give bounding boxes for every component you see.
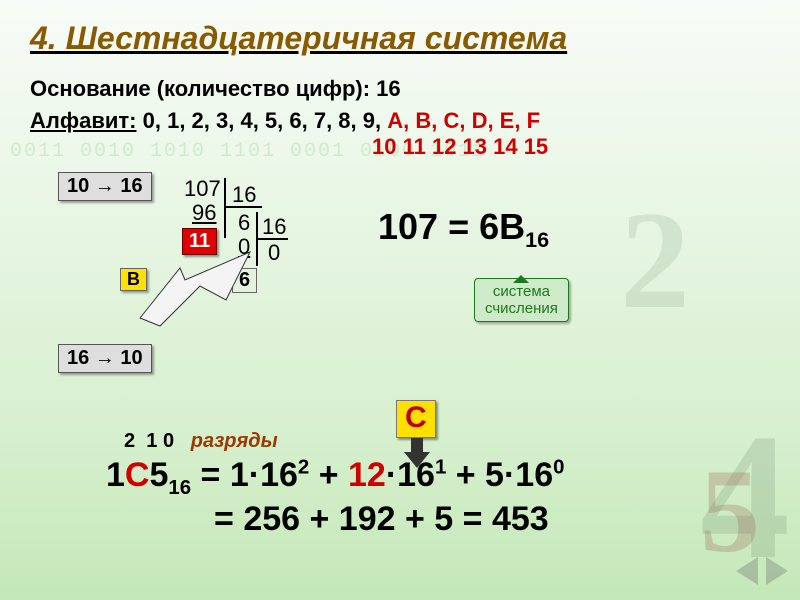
div-v1 <box>224 178 226 238</box>
nav-prev[interactable] <box>736 557 758 585</box>
nav-next[interactable] <box>766 557 788 585</box>
div-h2 <box>256 238 288 240</box>
div-d16b: 16 <box>262 214 286 240</box>
bg-digit-4: 4 <box>700 434 790 560</box>
nav-controls <box>732 557 788 590</box>
badge-10-to-16: 10 → 16 <box>58 172 152 201</box>
div-q6: 6 <box>238 210 250 236</box>
div-96: 96 <box>192 200 216 226</box>
div-h1 <box>224 206 262 208</box>
callout-system: системасчисления <box>474 278 569 322</box>
remainder-11: 11 <box>182 228 217 255</box>
div-0a: 0 <box>238 234 250 260</box>
bg-digit-2: 2 <box>620 180 690 341</box>
badge-16-to-10: 16 → 10 <box>58 344 152 373</box>
digit-positions: 2 1 0 разряды <box>124 430 278 453</box>
expansion-line-2: = 256 + 192 + 5 = 453 <box>214 500 549 539</box>
div-0b: 0 <box>268 240 280 266</box>
subtitle-base: Основание (количество цифр): 16 <box>30 76 401 102</box>
alphabet-row: Алфавит: 0, 1, 2, 3, 4, 5, 6, 7, 8, 9, A… <box>30 108 540 134</box>
alphabet-values: 10 11 12 13 14 15 <box>372 134 548 160</box>
expansion-line-1: 1C516 = 1·162 + 12·161 + 5·160 <box>106 456 564 500</box>
div-d16a: 16 <box>232 182 256 208</box>
div-107: 107 <box>184 176 221 202</box>
slide-title: 4. Шестнадцатеричная система <box>30 20 567 57</box>
final-6: 6 <box>232 268 257 293</box>
result-107-eq-6B16: 107 = 6B16 <box>378 206 549 253</box>
letter-b-badge: B <box>120 268 147 291</box>
c-highlight: C <box>396 400 436 438</box>
